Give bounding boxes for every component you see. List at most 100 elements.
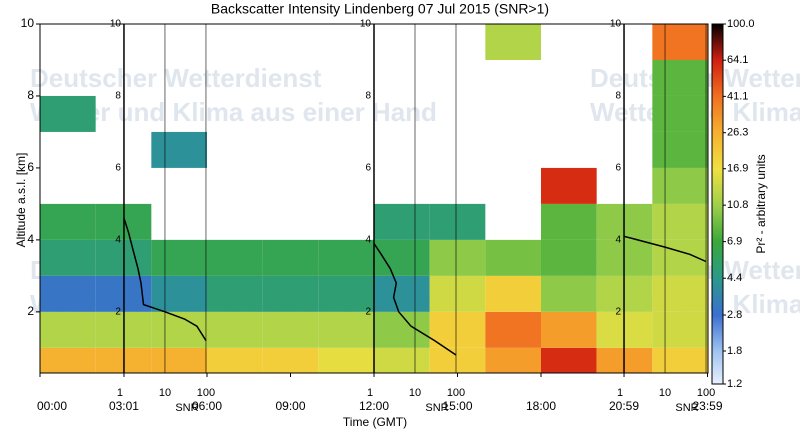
heatmap-cell: [151, 347, 207, 373]
heatmap-cell: [429, 275, 486, 312]
profile-y-tick-label: 2: [365, 306, 371, 317]
heatmap-cell: [40, 95, 96, 132]
profile-label: SNR: [175, 402, 198, 414]
profile-tick-label: 1: [117, 387, 123, 399]
heatmap-cell: [40, 203, 96, 240]
profile-tick-label: 100: [197, 387, 215, 399]
profile-tick-label: 10: [409, 387, 421, 399]
heatmap-cell: [374, 203, 430, 240]
colorbar-tick-label: 4.4: [727, 272, 742, 284]
profile-y-tick-label: 8: [115, 91, 121, 102]
x-tick-label: 06:00: [192, 399, 222, 413]
heatmap-cell: [151, 311, 207, 348]
heatmap-cell: [541, 167, 597, 204]
heatmap-cell: [374, 311, 430, 348]
profile-y-tick-label: 6: [615, 163, 621, 174]
profile-y-tick-label: 10: [110, 19, 122, 30]
heatmap-cell: [485, 311, 541, 348]
y-axis-label: Altitude a.s.l. [km]: [14, 153, 28, 248]
colorbar-tick-label: 10.8: [727, 199, 748, 211]
heatmap-cell: [541, 203, 597, 240]
x-tick-label: 03:01: [109, 399, 139, 413]
heatmap-cell: [374, 275, 430, 312]
heatmap-cell: [652, 59, 708, 96]
heatmap-cell: [40, 311, 96, 348]
heatmap-cell: [318, 311, 374, 348]
heatmap-cell: [429, 203, 486, 240]
heatmap-cell: [652, 95, 708, 132]
heatmap-cell: [151, 239, 207, 276]
profile-y-tick-label: 4: [615, 235, 621, 246]
watermark-text: Deutscher Wetterdienst: [30, 63, 322, 93]
profile-y-tick-label: 10: [610, 19, 622, 30]
heatmap-cell: [40, 275, 96, 312]
heatmap-cell: [541, 275, 597, 312]
profile-y-tick-label: 8: [365, 91, 371, 102]
heatmap-cell: [318, 347, 374, 373]
profile-y-tick-label: 2: [115, 306, 121, 317]
heatmap-cell: [40, 347, 96, 373]
heatmap-cell: [262, 275, 319, 312]
x-axis-label: Time (GMT): [343, 415, 407, 429]
profile-tick-label: 100: [447, 387, 465, 399]
chart-title: Backscatter Intensity Lindenberg 07 Jul …: [211, 1, 549, 17]
heatmap-cell: [652, 275, 708, 312]
heatmap-cell: [541, 347, 597, 373]
profile-tick-label: 1: [367, 387, 373, 399]
profile-y-tick-label: 2: [615, 306, 621, 317]
y-tick-label: 6: [27, 160, 34, 174]
x-tick-label: 12:00: [359, 399, 389, 413]
colorbar-tick-label: 26.3: [727, 127, 748, 139]
heatmap-cell: [485, 24, 541, 60]
heatmap-cell: [429, 347, 486, 373]
x-tick-label: 23:59: [693, 399, 723, 413]
x-tick-label: 09:00: [275, 399, 305, 413]
heatmap-cell: [151, 275, 207, 312]
profile-y-tick-label: 8: [615, 91, 621, 102]
watermark-text: Wetter und Klima aus einer Hand: [30, 97, 437, 127]
colorbar-tick-label: 1.8: [727, 345, 742, 357]
heatmap-cell: [262, 239, 319, 276]
x-tick-label: 20:59: [609, 399, 639, 413]
heatmap-cell: [262, 347, 319, 373]
profile-tick-label: 100: [697, 387, 715, 399]
profile-y-tick-label: 6: [115, 163, 121, 174]
heatmap-cell: [485, 275, 541, 312]
heatmap-cell: [652, 131, 708, 168]
colorbar-tick-label: 16.9: [727, 163, 748, 175]
heatmap-cell: [318, 275, 374, 312]
heatmap-cell: [207, 275, 263, 312]
colorbar-label: Pr² - arbitrary units: [754, 154, 768, 253]
profile-tick-label: 10: [159, 387, 171, 399]
heatmap-cell: [652, 203, 708, 240]
heatmap-cell: [541, 239, 597, 276]
heatmap-cell: [652, 311, 708, 348]
colorbar-tick-label: 6.9: [727, 236, 742, 248]
heatmap-cell: [429, 311, 486, 348]
y-tick-label: 2: [27, 304, 34, 318]
profile-label: SNR: [675, 402, 698, 414]
profile-label: SNR: [425, 402, 448, 414]
heatmap-cell: [207, 311, 263, 348]
heatmap-cell: [207, 347, 263, 373]
heatmap-cell: [374, 347, 430, 373]
heatmap-cell: [262, 311, 319, 348]
x-tick-label: 18:00: [526, 399, 556, 413]
heatmap-cell: [652, 167, 708, 204]
colorbar-tick-label: 2.8: [727, 309, 742, 321]
colorbar-tick-label: 1.2: [727, 378, 742, 390]
profile-line: [123, 218, 207, 342]
profile-tick-label: 10: [659, 387, 671, 399]
profile-line: [623, 235, 707, 263]
y-tick-label: 4: [27, 232, 34, 246]
heatmap-cell: [151, 131, 207, 168]
heatmap-cell: [318, 239, 374, 276]
heatmap-cell: [429, 239, 486, 276]
y-tick-label: 10: [21, 16, 35, 30]
profile-y-tick-label: 10: [360, 19, 372, 30]
heatmap-cell: [541, 311, 597, 348]
y-tick-label: 8: [27, 88, 34, 102]
heatmap-cell: [652, 24, 708, 60]
heatmap-cell: [652, 347, 708, 373]
